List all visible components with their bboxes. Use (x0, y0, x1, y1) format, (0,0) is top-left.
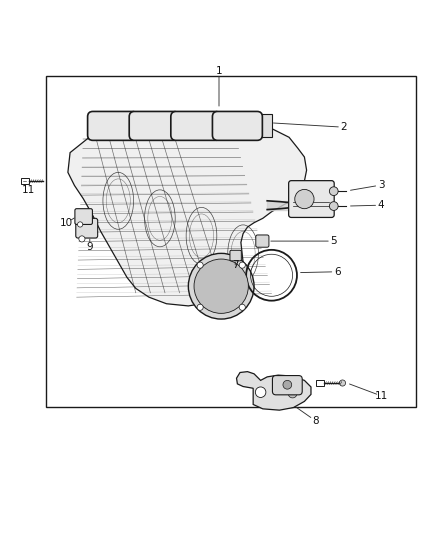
FancyBboxPatch shape (289, 181, 334, 217)
FancyBboxPatch shape (88, 111, 138, 140)
Text: 3: 3 (378, 180, 385, 190)
Text: 4: 4 (378, 200, 385, 210)
Polygon shape (88, 114, 272, 138)
Polygon shape (237, 372, 311, 410)
Text: 8: 8 (312, 416, 319, 426)
FancyBboxPatch shape (129, 111, 179, 140)
Circle shape (197, 262, 203, 268)
FancyBboxPatch shape (256, 235, 269, 247)
Text: 2: 2 (340, 122, 347, 132)
FancyBboxPatch shape (230, 251, 241, 261)
Text: 7: 7 (232, 260, 239, 270)
Text: 9: 9 (86, 242, 93, 252)
FancyBboxPatch shape (75, 209, 92, 224)
Text: 10: 10 (60, 217, 73, 228)
Bar (21, 178, 29, 184)
Circle shape (78, 222, 83, 227)
Circle shape (79, 236, 85, 242)
Circle shape (288, 389, 297, 398)
Circle shape (239, 304, 245, 310)
Circle shape (283, 381, 292, 389)
Bar (316, 380, 324, 386)
Text: 6: 6 (334, 266, 341, 277)
Circle shape (194, 259, 248, 313)
Bar (46, 76, 416, 407)
Text: 11: 11 (22, 185, 35, 195)
Polygon shape (68, 114, 307, 306)
Circle shape (339, 380, 346, 386)
FancyBboxPatch shape (171, 111, 221, 140)
Circle shape (329, 201, 338, 211)
FancyBboxPatch shape (272, 376, 302, 395)
FancyBboxPatch shape (212, 111, 262, 140)
Circle shape (197, 304, 203, 310)
FancyBboxPatch shape (76, 219, 98, 238)
Circle shape (239, 262, 245, 268)
Circle shape (188, 253, 254, 319)
Circle shape (329, 187, 338, 196)
Text: 11: 11 (375, 391, 389, 401)
Text: 1: 1 (215, 66, 223, 76)
Text: 5: 5 (330, 236, 337, 246)
Circle shape (255, 387, 266, 398)
Circle shape (295, 189, 314, 209)
